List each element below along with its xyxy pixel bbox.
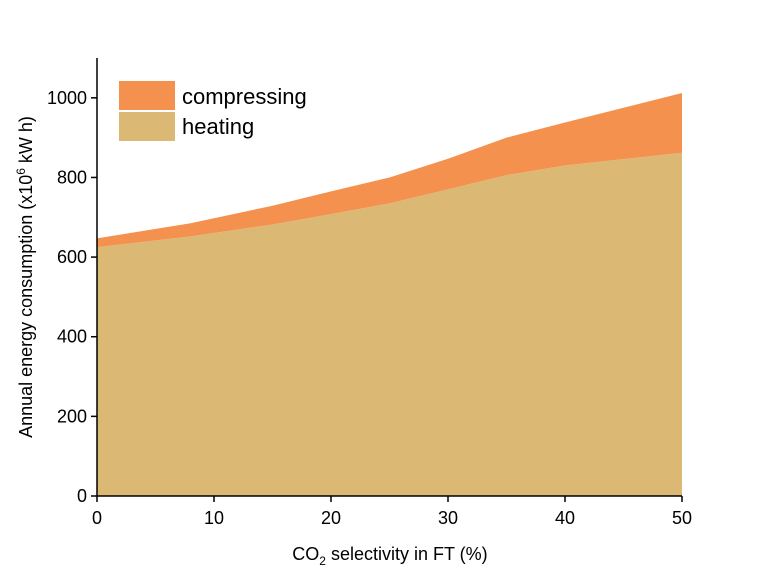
y-axis-title: Annual energy consumption (x106 kW h)	[14, 116, 36, 438]
legend-swatch-compressing	[119, 81, 175, 110]
x-tick-label: 30	[438, 508, 458, 528]
x-tick-label: 50	[672, 508, 692, 528]
y-tick-label: 0	[77, 486, 87, 506]
x-tick-label: 0	[92, 508, 102, 528]
legend-swatch-heating	[119, 112, 175, 141]
x-tick-label: 20	[321, 508, 341, 528]
legend-label-heating: heating	[182, 114, 254, 139]
x-tick-label: 40	[555, 508, 575, 528]
y-tick-label: 400	[57, 327, 87, 347]
y-tick-label: 600	[57, 247, 87, 267]
chart-axes	[96, 58, 682, 497]
chart-areas	[97, 93, 682, 496]
x-tick-label: 10	[204, 508, 224, 528]
y-tick-label: 800	[57, 167, 87, 187]
area-compressing	[97, 93, 682, 248]
y-tick-label: 1000	[47, 88, 87, 108]
legend: compressing heating	[119, 81, 307, 141]
chart-ticks: 0 10 20 30 40 50 0 200 400 600 800 1000	[47, 88, 692, 528]
area-heating	[97, 152, 682, 496]
y-tick-label: 200	[57, 406, 87, 426]
legend-label-compressing: compressing	[182, 84, 307, 109]
x-axis-title: CO2 selectivity in FT (%)	[292, 544, 487, 568]
